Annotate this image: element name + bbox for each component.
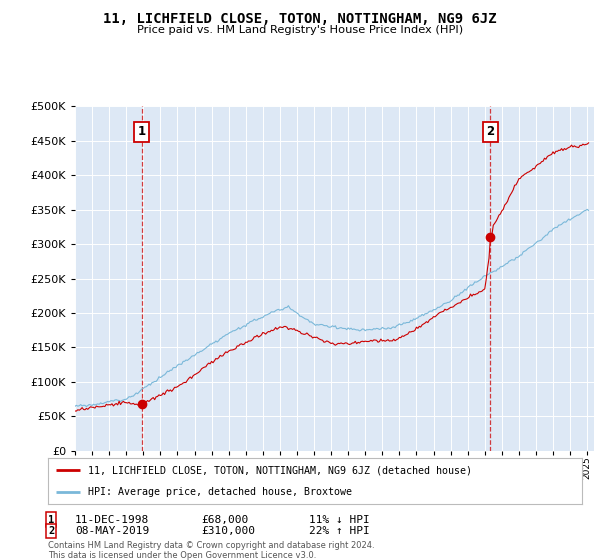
- Text: 11% ↓ HPI: 11% ↓ HPI: [309, 515, 370, 525]
- Text: HPI: Average price, detached house, Broxtowe: HPI: Average price, detached house, Brox…: [88, 487, 352, 497]
- Text: 08-MAY-2019: 08-MAY-2019: [75, 526, 149, 536]
- Text: £68,000: £68,000: [201, 515, 248, 525]
- Text: 11, LICHFIELD CLOSE, TOTON, NOTTINGHAM, NG9 6JZ: 11, LICHFIELD CLOSE, TOTON, NOTTINGHAM, …: [103, 12, 497, 26]
- Text: Price paid vs. HM Land Registry's House Price Index (HPI): Price paid vs. HM Land Registry's House …: [137, 25, 463, 35]
- Text: 1: 1: [138, 125, 146, 138]
- Text: 1: 1: [48, 515, 54, 525]
- Text: 22% ↑ HPI: 22% ↑ HPI: [309, 526, 370, 536]
- Text: £310,000: £310,000: [201, 526, 255, 536]
- Text: 11, LICHFIELD CLOSE, TOTON, NOTTINGHAM, NG9 6JZ (detached house): 11, LICHFIELD CLOSE, TOTON, NOTTINGHAM, …: [88, 465, 472, 475]
- Text: Contains HM Land Registry data © Crown copyright and database right 2024.
This d: Contains HM Land Registry data © Crown c…: [48, 541, 374, 560]
- Text: 2: 2: [487, 125, 494, 138]
- Text: 11-DEC-1998: 11-DEC-1998: [75, 515, 149, 525]
- Text: 2: 2: [48, 526, 54, 536]
